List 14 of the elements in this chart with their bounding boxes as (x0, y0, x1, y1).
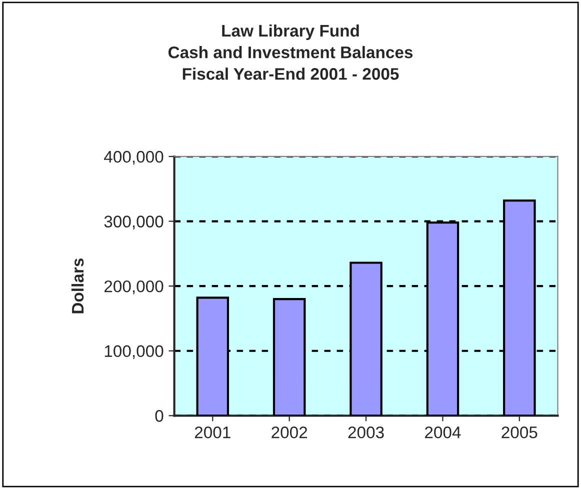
y-tick-label: 200,000 (104, 280, 164, 294)
x-tick-label: 2003 (348, 426, 384, 438)
y-tick-label: 0 (155, 410, 164, 422)
y-tick-label: 400,000 (104, 150, 164, 165)
y-axis-title: Dollars (71, 258, 84, 314)
x-tick-label: 2004 (425, 426, 461, 438)
x-tick-label: 2002 (272, 426, 308, 438)
chart-title: Law Library Fund Cash and Investment Balances Fiscal Year-End 2001 - 2005 (168, 24, 413, 80)
y-tick-label: 300,000 (104, 216, 164, 230)
x-tick-label: 2001 (194, 426, 230, 438)
y-tick-label: 100,000 (104, 345, 164, 360)
bar (350, 262, 382, 416)
bar (272, 298, 306, 416)
x-tick-label: 2005 (502, 426, 538, 438)
